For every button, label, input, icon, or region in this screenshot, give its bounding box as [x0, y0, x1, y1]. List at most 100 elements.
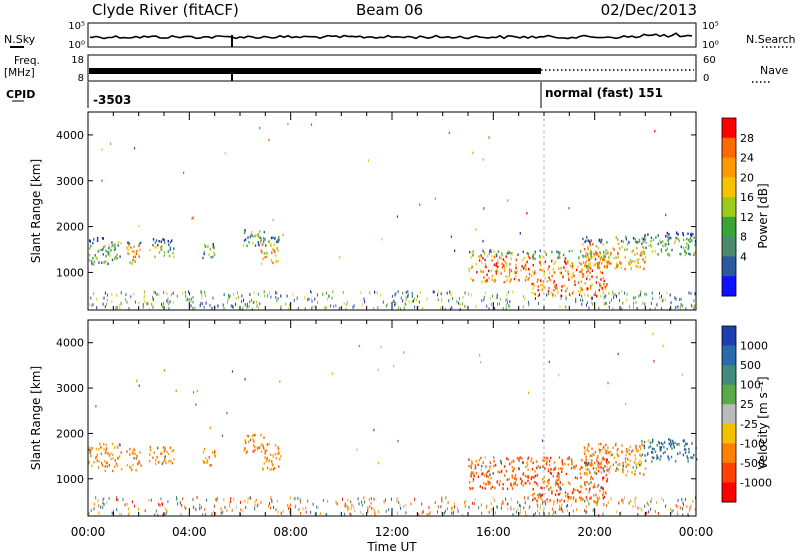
power-ground-scatter	[92, 303, 94, 307]
power-echo-cell	[531, 291, 533, 294]
velocity-ground-scatter	[215, 498, 217, 502]
velocity-ground-scatter	[687, 512, 689, 516]
power-ground-scatter	[126, 300, 128, 304]
velocity-echo-cell	[106, 465, 108, 468]
velocity-echo-cell	[126, 463, 128, 467]
velocity-echo-cell	[266, 443, 269, 447]
power-ground-scatter	[462, 295, 464, 299]
velocity-ground-scatter	[230, 500, 232, 503]
velocity-echo-cell	[580, 490, 582, 494]
power-echo-cell	[168, 254, 171, 258]
power-echo-cell	[529, 256, 531, 260]
velocity-ground-scatter	[677, 512, 679, 516]
velocity-echo-cell	[600, 442, 602, 446]
power-ground-scatter	[679, 305, 681, 309]
velocity-ground-scatter	[673, 509, 674, 512]
power-ground-scatter	[612, 290, 614, 294]
beam-title: Beam 06	[356, 1, 423, 19]
power-echo-cell	[645, 241, 647, 244]
velocity-ground-scatter	[176, 496, 177, 500]
power-echo-cell	[597, 247, 599, 250]
velocity-echo-cell	[133, 447, 135, 451]
power-echo-cell	[602, 288, 604, 291]
power-echo-cell	[102, 253, 104, 256]
power-echo-cell	[605, 252, 607, 255]
velocity-ground-scatter	[494, 511, 496, 515]
power-echo-cell	[632, 249, 634, 252]
velocity-echo-cell	[604, 447, 606, 451]
power-ground-scatter	[661, 294, 662, 298]
velocity-sparse-echo	[607, 381, 609, 385]
velocity-echo-cell	[533, 475, 535, 479]
power-echo-cell	[668, 237, 670, 240]
power-echo-cell	[163, 254, 165, 257]
velocity-ground-scatter	[112, 509, 114, 513]
power-echo-cell	[582, 237, 584, 241]
cpid-entry-1: -3503	[93, 93, 131, 107]
velocity-ground-scatter	[344, 504, 346, 508]
power-ground-scatter	[685, 307, 687, 311]
power-echo-cell	[525, 266, 527, 269]
power-echo-cell	[567, 270, 569, 273]
velocity-echo-cell	[593, 483, 595, 486]
velocity-echo-cell	[567, 497, 570, 501]
power-echo-cell	[583, 264, 586, 268]
velocity-echo-cell	[691, 442, 693, 445]
velocity-echo-cell	[149, 449, 152, 452]
power-echo-cell	[636, 259, 639, 262]
power-echo-cell	[213, 251, 215, 254]
power-ground-scatter	[93, 292, 95, 296]
velocity-echo-cell	[635, 444, 637, 448]
power-echo-cell	[682, 233, 685, 237]
velocity-echo-cell	[684, 444, 686, 448]
velocity-ground-scatter	[689, 506, 691, 509]
velocity-ground-scatter	[357, 497, 359, 501]
velocity-echo-cell	[542, 465, 544, 468]
power-ground-scatter	[613, 296, 614, 300]
power-echo-cell	[617, 242, 620, 245]
power-sparse-echo	[568, 207, 570, 210]
cpid-entry-2: normal (fast) 151	[545, 86, 663, 100]
power-echo-cell	[595, 250, 597, 254]
velocity-echo-cell	[135, 457, 137, 460]
power-ground-scatter	[146, 302, 148, 306]
velocity-ground-scatter	[167, 500, 169, 504]
power-echo-cell	[272, 236, 274, 239]
power-ground-scatter	[404, 302, 406, 306]
velocity-ground-scatter	[347, 505, 349, 509]
power-ground-scatter	[411, 294, 413, 298]
power-ground-scatter	[280, 294, 282, 298]
power-ground-scatter	[268, 291, 270, 295]
velocity-echo-cell	[103, 447, 105, 451]
power-echo-cell	[548, 276, 550, 279]
velocity-echo-cell	[570, 458, 573, 461]
velocity-sparse-echo	[652, 332, 654, 336]
power-echo-cell	[116, 257, 118, 260]
velocity-echo-cell	[118, 455, 121, 458]
power-echo-cell	[156, 243, 159, 247]
power-echo-cell	[532, 257, 534, 261]
velocity-echo-cell	[592, 486, 594, 489]
power-ground-scatter	[561, 294, 563, 298]
power-ground-scatter	[304, 296, 306, 300]
colorbar-segment	[722, 216, 736, 238]
power-ground-scatter	[190, 304, 192, 308]
velocity-echo-cell	[651, 447, 654, 451]
power-echo-cell	[162, 238, 164, 241]
velocity-echo-cell	[547, 480, 549, 483]
velocity-echo-cell	[640, 447, 642, 451]
velocity-echo-cell	[688, 450, 690, 454]
velocity-echo-cell	[572, 496, 575, 499]
velocity-ground-scatter	[555, 510, 557, 514]
power-ground-scatter	[584, 293, 586, 297]
velocity-echo-cell	[105, 449, 107, 453]
power-ground-scatter	[308, 297, 310, 301]
power-ground-scatter	[612, 307, 614, 311]
velocity-ground-scatter	[373, 497, 375, 501]
power-echo-cell	[668, 233, 670, 236]
velocity-echo-cell	[516, 456, 519, 460]
velocity-ground-scatter	[607, 501, 609, 505]
power-echo-cell	[572, 290, 574, 294]
velocity-ground-scatter	[273, 505, 274, 509]
